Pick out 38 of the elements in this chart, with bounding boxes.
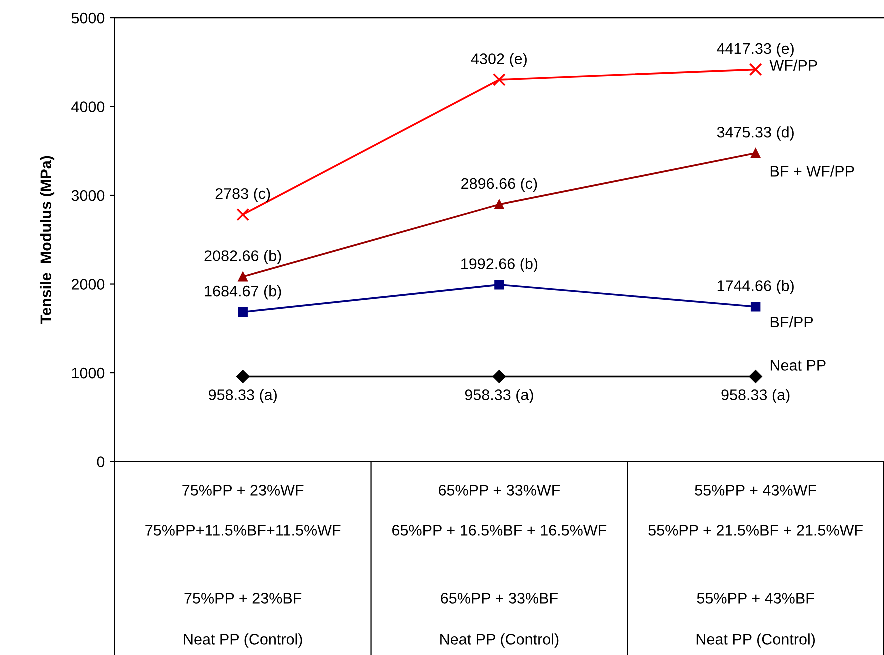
point bbox=[749, 370, 762, 384]
data-label: 2896.66 (c) bbox=[462, 178, 538, 192]
point bbox=[236, 370, 250, 384]
point bbox=[750, 302, 761, 312]
point bbox=[494, 280, 504, 290]
point bbox=[493, 74, 506, 86]
category-label: 55%PP + 43%WF 55%PP + 21.5%BF + 21.5%WF 55%PP + 43%BF Neat PP (Control) bbox=[648, 485, 863, 648]
series-label: BF/PP bbox=[770, 316, 814, 328]
series-label: WF/PP bbox=[770, 60, 818, 72]
data-label: 958.33 (a) bbox=[722, 389, 790, 404]
category-label: 75%PP + 23%WF 75%PP+11.5%BF+11.5%WF 75%PP + 23%BF Neat PP (Control) bbox=[146, 485, 341, 648]
point bbox=[238, 272, 248, 282]
y-tick-label: 1000 bbox=[72, 368, 105, 379]
y-tick-label: 4000 bbox=[72, 102, 105, 112]
data-label: 4302 (e) bbox=[471, 53, 527, 68]
point bbox=[750, 148, 761, 158]
point bbox=[494, 200, 504, 210]
data-label: 2082.66 (b) bbox=[204, 250, 282, 264]
data-label: 3475.33 (d) bbox=[717, 126, 794, 141]
data-label: 2783 (c) bbox=[216, 188, 270, 202]
y-tick-label: 0 bbox=[97, 456, 105, 468]
data-label: 1992.66 (b) bbox=[462, 258, 538, 272]
category-label: 65%PP + 33%WF 65%PP + 16.5%BF + 16.5%WF 65%PP + 33%BF Neat PP (Control) bbox=[392, 485, 607, 648]
series-label: BF + WF/PP bbox=[770, 166, 854, 177]
point bbox=[236, 208, 250, 222]
data-label: 1744.66 (b) bbox=[718, 280, 794, 294]
point bbox=[492, 370, 506, 384]
y-tick-label: 3000 bbox=[72, 190, 105, 202]
series-label: Neat PP bbox=[770, 360, 826, 371]
data-label: 958.33 (a) bbox=[208, 389, 277, 404]
data-label: 1684.67 (b) bbox=[205, 286, 282, 300]
data-label: 4417.33 (e) bbox=[717, 42, 794, 58]
data-label: 958.33 (a) bbox=[465, 389, 534, 404]
point bbox=[238, 307, 248, 318]
y-axis-title: Tensile Modulus (MPa) bbox=[40, 156, 55, 324]
point bbox=[749, 63, 762, 76]
y-tick-label: 5000 bbox=[72, 12, 105, 24]
y-tick-label: 2000 bbox=[72, 279, 105, 290]
